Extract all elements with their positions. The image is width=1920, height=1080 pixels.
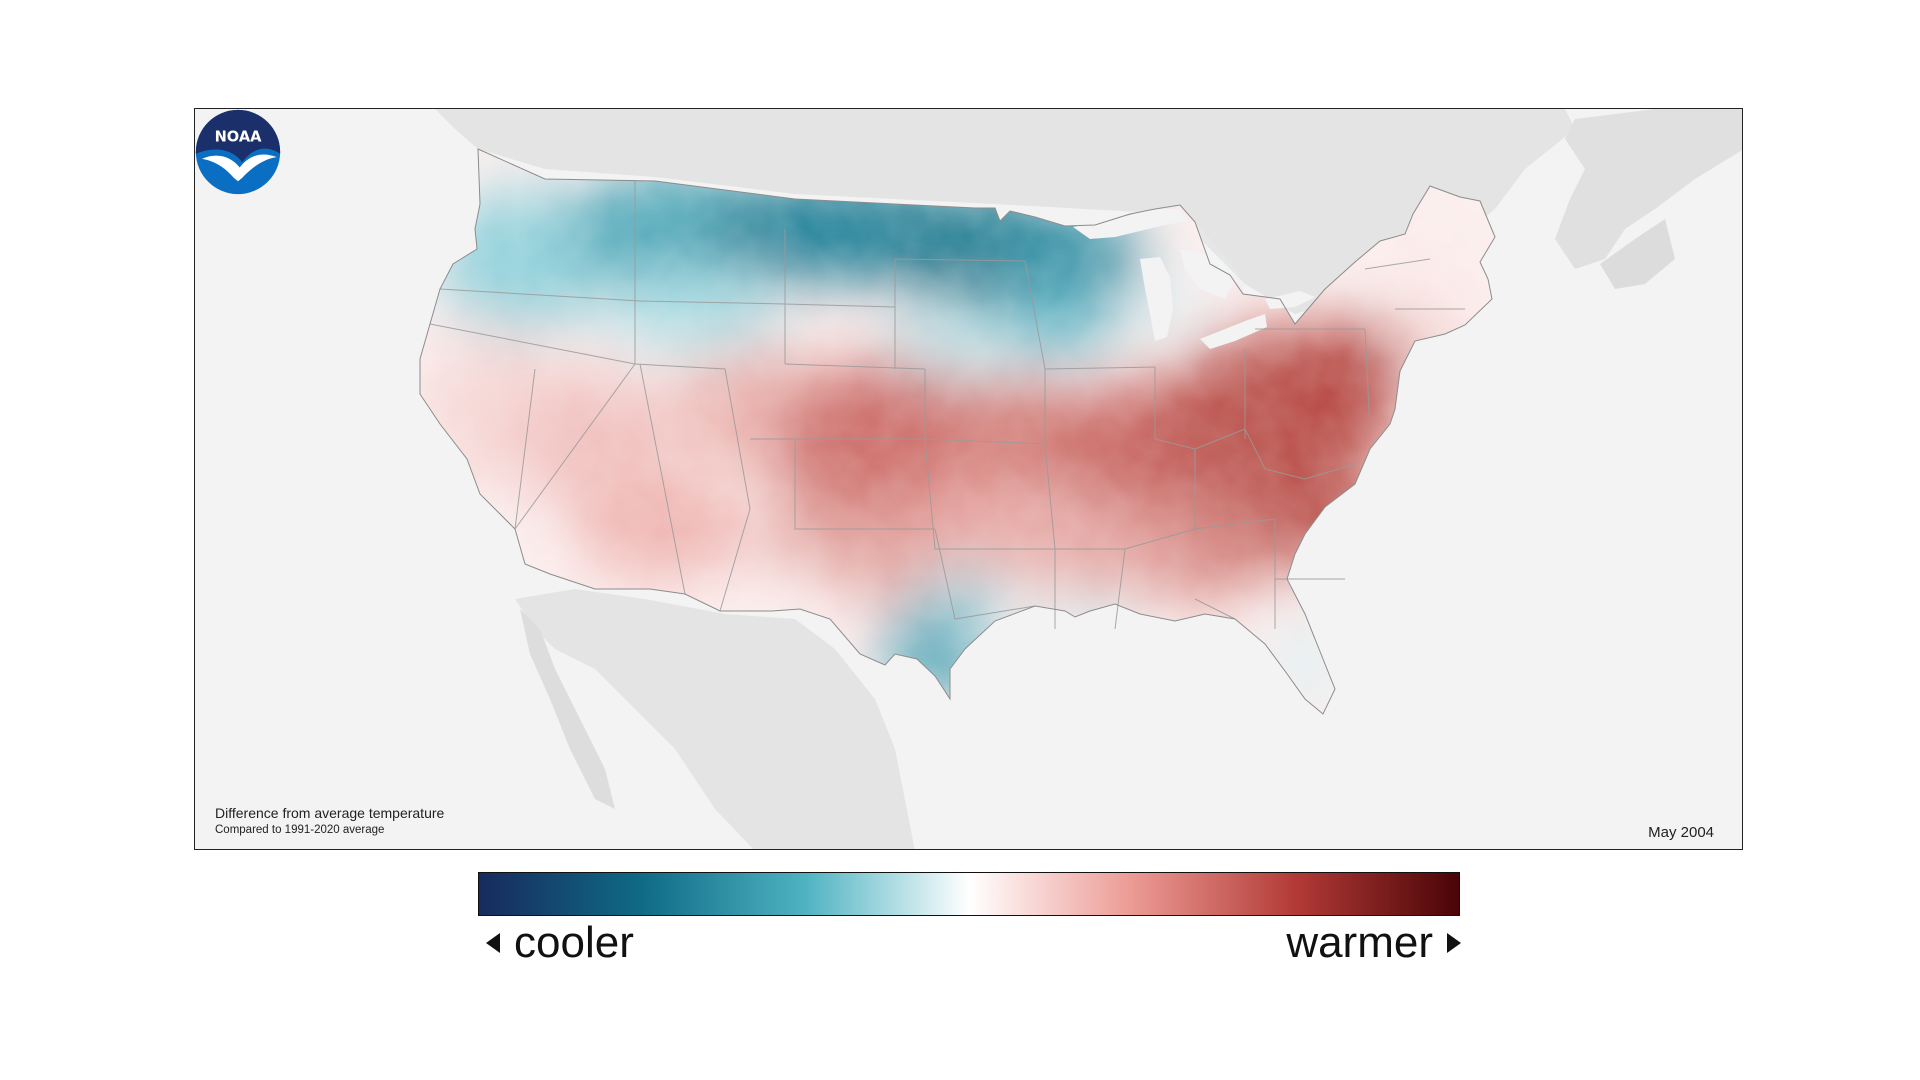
- map-frame: Difference from average temperature Comp…: [194, 108, 1743, 850]
- caption-subtitle: Compared to 1991-2020 average: [215, 823, 385, 836]
- arrow-left-icon: [486, 933, 500, 953]
- great-lakes: [1073, 209, 1315, 349]
- legend-warmer: warmer: [1286, 918, 1461, 968]
- noaa-logo-icon: NOAA: [195, 109, 281, 195]
- legend-cooler: cooler: [486, 918, 634, 968]
- state-borders: [429, 181, 1465, 630]
- us-temperature-anomaly-map: [419, 109, 1742, 849]
- surrounding-land: [435, 109, 1742, 849]
- caption-title: Difference from average temperature: [215, 805, 445, 822]
- arrow-right-icon: [1447, 933, 1461, 953]
- legend-color-bar: [478, 872, 1460, 916]
- anomaly-field: [420, 149, 1495, 714]
- legend-cooler-label: cooler: [514, 918, 634, 967]
- noaa-logo-text: NOAA: [215, 129, 263, 146]
- date-label: May 2004: [1648, 824, 1714, 841]
- legend-warmer-label: warmer: [1286, 918, 1433, 967]
- conus-outline: [419, 148, 1496, 715]
- map-caption: Difference from average temperature Comp…: [215, 805, 444, 837]
